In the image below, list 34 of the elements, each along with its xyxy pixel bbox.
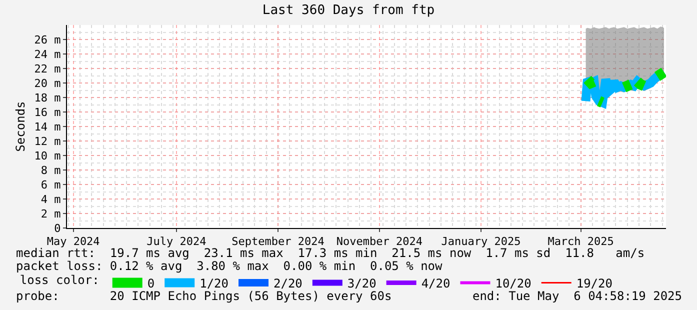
text: end: Tue May 6 04:58:19 2025 [472,289,682,303]
legend-label: 4/20 [421,276,450,290]
x-tick-label: January 2025 [441,235,521,248]
y-tick-label: 4 m [40,192,62,206]
y-tick-label: 8 m [40,164,62,177]
x-tick-label: March 2025 [548,235,614,248]
y-tick-label: 12 m [34,134,62,148]
legend-label: 1/20 [200,276,229,290]
y-tick-label: 22 m [34,62,62,76]
legend-title: loss color: [20,272,100,287]
text: probe: 20 ICMP Echo Pings (56 Bytes) every 60s [16,289,392,303]
y-tick-label: 10 m [34,149,62,162]
legend-label: 10/20 [495,276,532,290]
x-tick-label: November 2024 [336,235,423,248]
x-tick-label: September 2024 [232,235,325,248]
y-axis-title: Seconds [14,101,28,152]
y-tick-label: 18 m [34,91,62,104]
text: packet loss: 0.12 % avg 3.80 % max 0.00 % min 0.05 % now [16,259,442,273]
y-tick-label: 6 m [40,178,62,192]
y-tick-label: 26 m [34,33,62,46]
text: median rtt: 19.7 ms avg 23.1 ms max 17.3 ms min 21.5 ms now 1.7 ms sd 11.8 am/s [16,246,645,260]
y-tick-label: 24 m [34,48,62,61]
legend-label: 0 [147,276,155,290]
legend-label: 3/20 [347,276,376,290]
y-tick-label: 16 m [34,106,62,119]
y-tick-label: 20 m [34,76,62,90]
y-tick-label: 2 m [40,207,62,220]
x-tick-label: July 2024 [146,235,207,248]
chart-title: Last 360 Days from ftp [262,2,435,18]
legend-label: 19/20 [576,276,612,290]
y-tick-label: 0 [54,222,61,235]
x-tick-label: May 2024 [46,235,100,248]
legend-label: 2/20 [274,276,302,290]
y-tick-label: 14 m [34,120,62,134]
